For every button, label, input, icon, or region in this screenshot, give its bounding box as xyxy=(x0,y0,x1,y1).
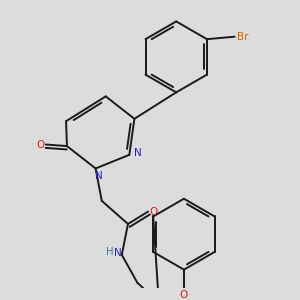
Text: H: H xyxy=(106,247,113,257)
Text: O: O xyxy=(180,290,188,300)
Text: O: O xyxy=(149,207,158,217)
Text: O: O xyxy=(36,140,44,149)
Text: N: N xyxy=(134,148,142,158)
Text: Br: Br xyxy=(237,32,248,42)
Text: N: N xyxy=(95,171,103,181)
Text: N: N xyxy=(114,248,122,258)
